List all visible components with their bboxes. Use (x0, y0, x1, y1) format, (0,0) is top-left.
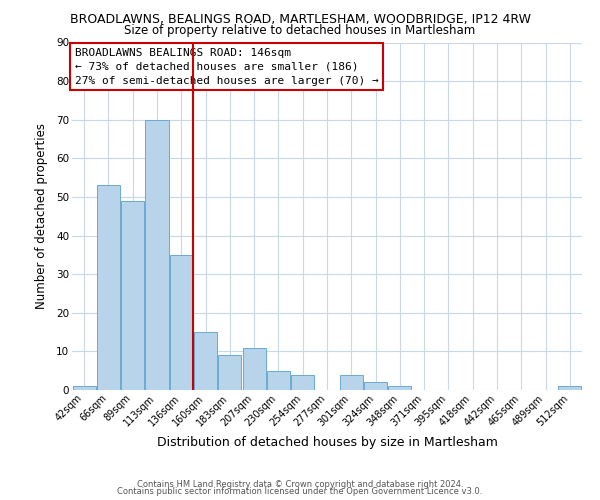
Bar (73, 386, 95, 390)
Bar (364, 382, 387, 390)
Bar (340, 374, 363, 390)
Bar (170, 255, 193, 390)
Bar (267, 370, 290, 390)
Text: Contains HM Land Registry data © Crown copyright and database right 2024.: Contains HM Land Registry data © Crown c… (137, 480, 463, 489)
Bar (194, 332, 217, 390)
Bar (291, 374, 314, 390)
Bar (388, 386, 412, 390)
Text: Contains public sector information licensed under the Open Government Licence v3: Contains public sector information licen… (118, 488, 482, 496)
X-axis label: Distribution of detached houses by size in Martlesham: Distribution of detached houses by size … (157, 436, 497, 449)
Bar (121, 201, 144, 390)
Bar (559, 386, 581, 390)
Text: Size of property relative to detached houses in Martlesham: Size of property relative to detached ho… (124, 24, 476, 37)
Bar (218, 355, 241, 390)
Bar (242, 348, 266, 390)
Bar (145, 120, 169, 390)
Bar (97, 186, 120, 390)
Text: BROADLAWNS, BEALINGS ROAD, MARTLESHAM, WOODBRIDGE, IP12 4RW: BROADLAWNS, BEALINGS ROAD, MARTLESHAM, W… (70, 12, 530, 26)
Y-axis label: Number of detached properties: Number of detached properties (35, 123, 48, 309)
Text: BROADLAWNS BEALINGS ROAD: 146sqm
← 73% of detached houses are smaller (186)
27% : BROADLAWNS BEALINGS ROAD: 146sqm ← 73% o… (74, 48, 379, 86)
